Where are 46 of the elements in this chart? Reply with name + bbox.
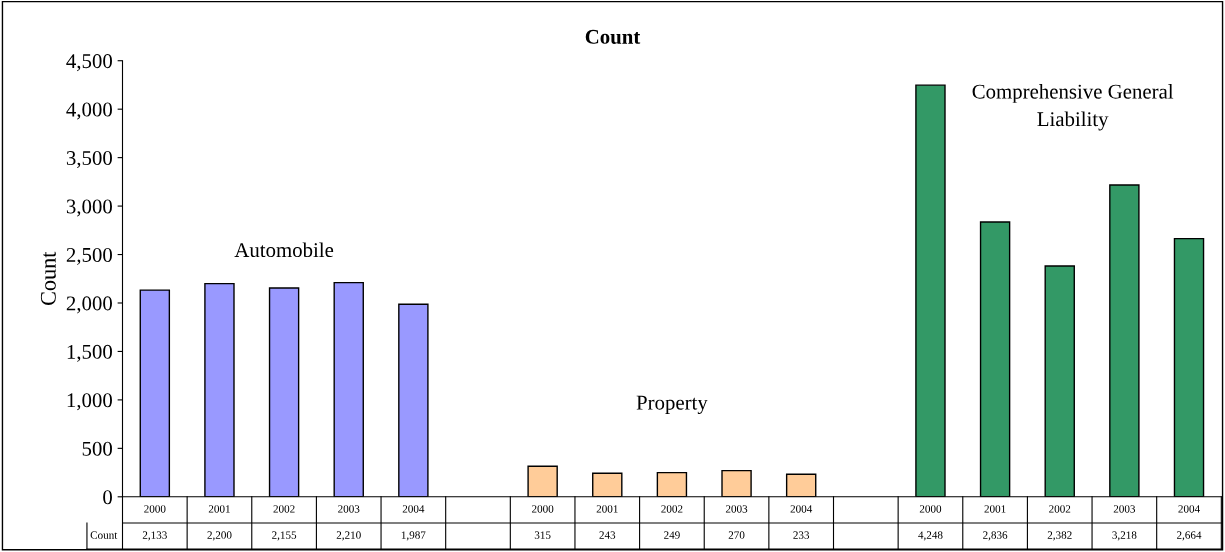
data-label: 315 <box>534 531 551 539</box>
y-tick-label: 2,000 <box>66 296 112 314</box>
y-tick-label: 3,000 <box>66 199 112 217</box>
x-tick-label: 2001 <box>596 505 618 513</box>
data-label: 233 <box>793 531 810 539</box>
y-axis-title: Count <box>40 251 56 306</box>
data-label: 4,248 <box>918 531 943 541</box>
x-tick-label: 2002 <box>661 505 683 513</box>
y-tick-label: 2,500 <box>66 247 112 265</box>
y-tick-label: 0 <box>103 490 112 505</box>
annotation: Property <box>636 395 708 414</box>
annotation: Comprehensive General Liability <box>972 83 1174 131</box>
y-tick-label: 4,500 <box>66 54 112 72</box>
x-tick-label: 2001 <box>984 505 1006 513</box>
data-label: 2,210 <box>336 531 361 541</box>
y-tick-label: 500 <box>82 441 112 456</box>
y-tick-label: 1,000 <box>67 393 112 411</box>
x-tick-label: 2003 <box>1113 505 1136 513</box>
data-label: 2,664 <box>1176 531 1202 541</box>
x-tick-label: 2000 <box>144 505 166 513</box>
data-label: 2,382 <box>1047 531 1072 541</box>
data-label: 243 <box>599 531 616 539</box>
data-label: 3,218 <box>1112 531 1137 541</box>
x-tick-label: 2002 <box>1049 505 1071 513</box>
chart-title: Count <box>585 29 641 44</box>
y-tick-label: 1,500 <box>67 344 112 362</box>
y-tick-label: 3,500 <box>66 151 112 169</box>
x-tick-label: 2004 <box>790 505 813 513</box>
x-tick-label: 2004 <box>402 505 425 513</box>
y-tick-label: 4,000 <box>66 102 112 120</box>
data-label: 2,133 <box>142 531 167 541</box>
x-tick-label: 2003 <box>725 505 748 513</box>
x-tick-label: 2003 <box>338 505 360 513</box>
data-label: 2,200 <box>207 531 232 541</box>
x-tick-label: 2004 <box>1178 505 1200 513</box>
legend-label: Count <box>90 531 118 539</box>
x-tick-label: 2002 <box>273 505 295 513</box>
data-label: 270 <box>728 531 745 539</box>
annotation: Automobile <box>234 242 334 258</box>
data-label: 2,155 <box>272 531 297 541</box>
x-tick-label: 2000 <box>919 505 942 513</box>
x-tick-label: 2001 <box>208 505 230 513</box>
data-label: 249 <box>664 531 680 539</box>
data-label: 2,836 <box>983 531 1008 541</box>
data-label: 1,987 <box>401 531 426 541</box>
x-tick-label: 2000 <box>532 505 554 513</box>
